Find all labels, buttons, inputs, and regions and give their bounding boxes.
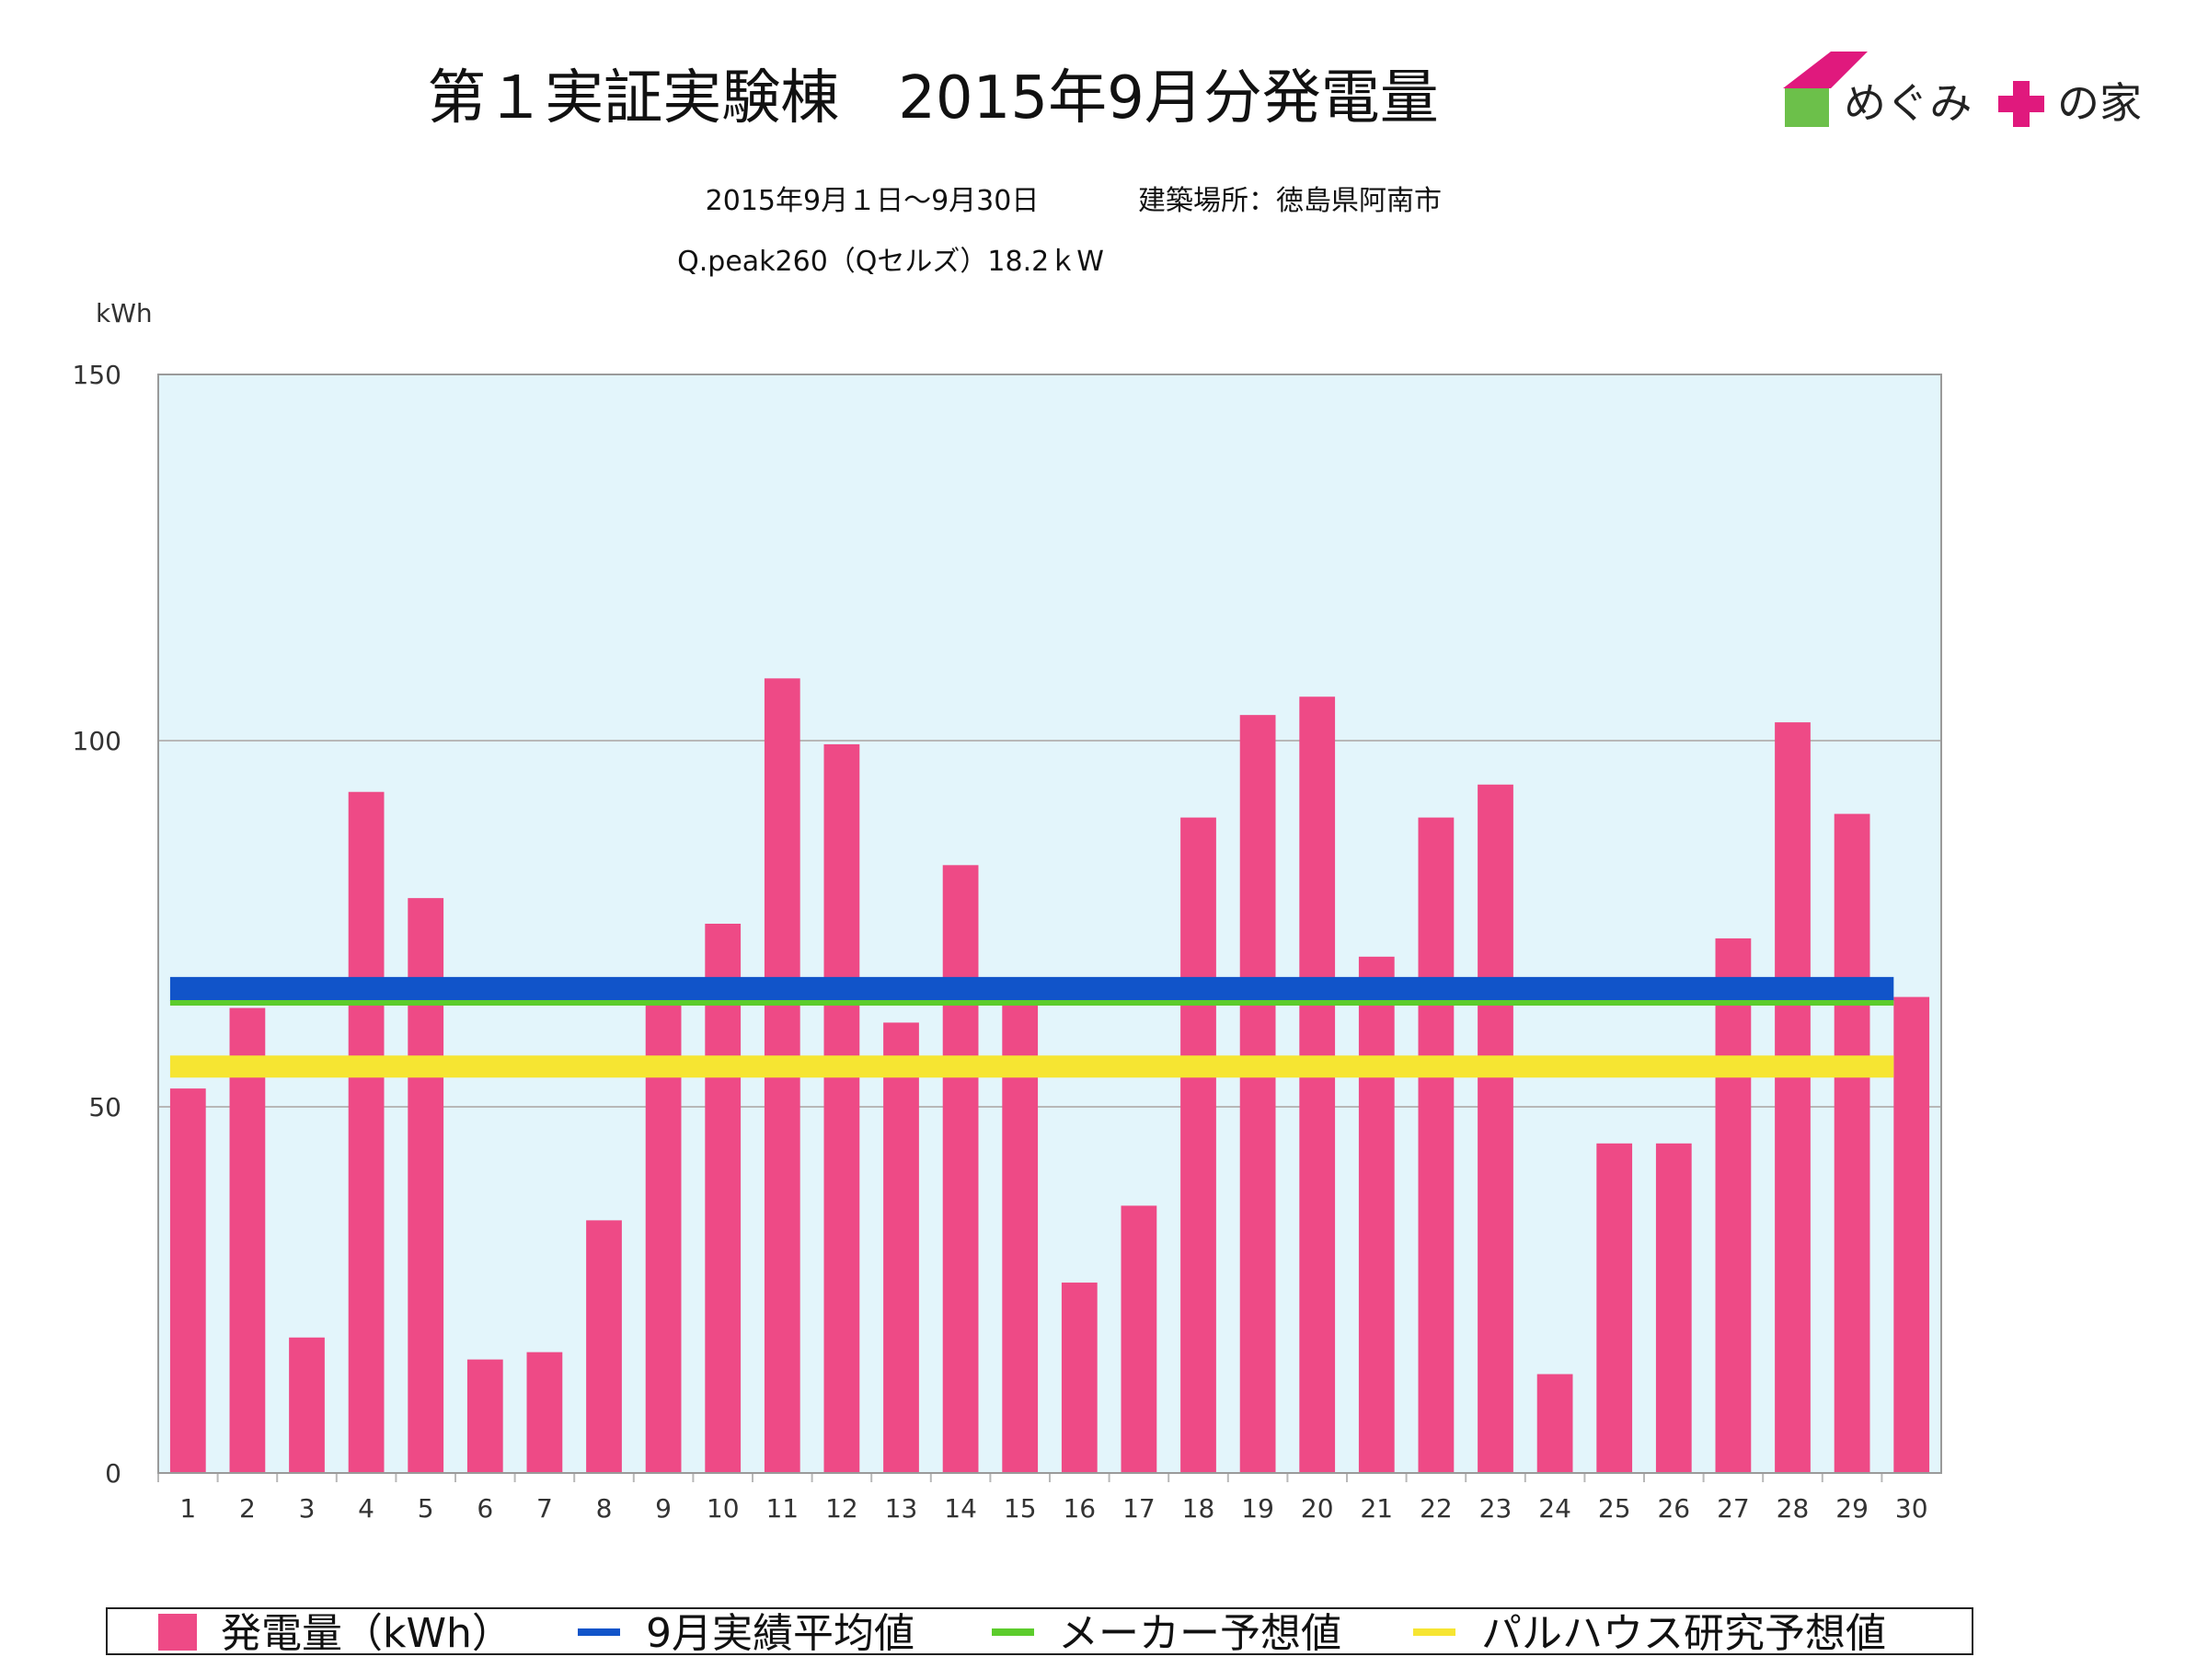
- legend-maker-swatch: [992, 1628, 1034, 1636]
- bar-day-27: [1715, 938, 1752, 1473]
- logo-text-left: めぐみ: [1844, 78, 1972, 128]
- logo-text-right: の家: [2057, 78, 2142, 128]
- legend: 発電量（kWh） 9月実績平均値 メーカー予想値 パルハウス研究予想値: [106, 1607, 1973, 1657]
- bar-day-17: [1121, 1205, 1157, 1473]
- bar-day-15: [1002, 1004, 1039, 1473]
- bar-day-19: [1239, 715, 1276, 1473]
- bar-day-26: [1655, 1143, 1692, 1473]
- legend-box: [106, 1607, 1973, 1655]
- bar-day-30: [1893, 996, 1930, 1473]
- x-tick-label: 24: [1538, 1493, 1571, 1524]
- bar-day-13: [883, 1022, 919, 1473]
- legend-bar-swatch: [158, 1614, 197, 1651]
- bar-day-29: [1834, 813, 1870, 1473]
- bar-day-8: [586, 1220, 622, 1473]
- x-tick-label: 20: [1301, 1493, 1334, 1524]
- bar-day-2: [229, 1007, 266, 1473]
- x-tick-label: 13: [885, 1493, 918, 1524]
- bar-day-20: [1299, 696, 1336, 1473]
- bar-day-3: [289, 1337, 325, 1473]
- x-tick-label: 26: [1657, 1493, 1690, 1524]
- logo: めぐみ の家: [1783, 52, 2142, 128]
- bar-day-18: [1180, 817, 1216, 1473]
- x-tick-label: 23: [1479, 1493, 1513, 1524]
- x-tick-label: 28: [1777, 1493, 1810, 1524]
- bar-day-4: [348, 791, 385, 1473]
- x-tick-label: 30: [1895, 1493, 1928, 1524]
- x-tick-label: 10: [707, 1493, 740, 1524]
- logo-wall-icon: [1785, 88, 1829, 127]
- bar-day-25: [1596, 1143, 1633, 1473]
- y-tick-label: 150: [73, 360, 121, 390]
- x-tick-label: 2: [239, 1493, 256, 1524]
- x-tick-label: 22: [1420, 1493, 1453, 1524]
- x-tick-label: 11: [765, 1493, 799, 1524]
- period-label: 2015年9月１日〜9月30日: [706, 185, 1040, 217]
- bar-day-24: [1536, 1374, 1573, 1473]
- reference-lines: [169, 976, 1894, 1078]
- plot-border: [157, 374, 1942, 1474]
- x-tick-label: 15: [1004, 1493, 1037, 1524]
- x-tick-label: 5: [418, 1493, 434, 1524]
- x-tick-label: 19: [1241, 1493, 1274, 1524]
- legend-research-label: パルハウス研究予想値: [1481, 1610, 1886, 1657]
- legend-avg-swatch: [578, 1628, 620, 1636]
- x-tick-label: 8: [596, 1493, 613, 1524]
- bar-day-23: [1478, 784, 1513, 1473]
- y-axis-label: kWh: [96, 298, 153, 328]
- x-tick-label: 4: [358, 1493, 374, 1524]
- x-tick-label: 12: [825, 1493, 858, 1524]
- logo-cross-icon: [1998, 81, 2044, 127]
- bar-day-12: [823, 743, 860, 1473]
- x-tick-label: 18: [1182, 1493, 1215, 1524]
- x-tick-label: 25: [1598, 1493, 1631, 1524]
- bar-day-22: [1418, 817, 1455, 1473]
- bar-day-28: [1775, 722, 1811, 1473]
- bar-day-10: [705, 924, 742, 1473]
- x-tick-label: 16: [1063, 1493, 1096, 1524]
- chart-title: 第１実証実験棟 2015年9月分発電量: [427, 64, 1439, 132]
- location-label: 建築場所：徳島県阿南市: [1138, 185, 1442, 217]
- x-tick-label: 14: [944, 1493, 977, 1524]
- plot-area: [158, 374, 1941, 1473]
- system-label: Q.peak260（Qセルズ）18.2ｋW: [677, 246, 1104, 278]
- x-tick-label: 1: [179, 1493, 196, 1524]
- bar-day-14: [942, 865, 979, 1473]
- y-tick-label: 50: [88, 1092, 121, 1122]
- x-tick-label: 3: [299, 1493, 316, 1524]
- logo-roof-icon: [1783, 52, 1868, 88]
- legend-bar-label: 発電量（kWh）: [221, 1610, 512, 1657]
- x-tick-label: 27: [1717, 1493, 1750, 1524]
- x-tick-label: 17: [1122, 1493, 1156, 1524]
- y-tick-label: 100: [73, 726, 121, 756]
- bar-day-21: [1358, 956, 1395, 1473]
- legend-maker-label: メーカー予想値: [1058, 1610, 1341, 1657]
- x-tick-label: 21: [1360, 1493, 1393, 1524]
- y-tick-labels: 0 50 100 150: [73, 360, 121, 1489]
- bar-day-16: [1061, 1283, 1098, 1473]
- y-tick-label: 0: [105, 1458, 121, 1489]
- x-tick-label: 29: [1835, 1493, 1869, 1524]
- bar-day-7: [526, 1352, 563, 1473]
- x-tick-label: 7: [536, 1493, 553, 1524]
- x-tick-labels: 1 2 3 4 5 6 7 8 9 10 11 12 13 14 15 16 17 18 19 20 21 22 23 24 2…: [157, 1473, 1928, 1524]
- bar-day-6: [466, 1359, 503, 1473]
- bar-day-1: [169, 1088, 206, 1473]
- legend-research-swatch: [1413, 1628, 1455, 1636]
- legend-avg-label: 9月実績平均値: [646, 1610, 914, 1657]
- x-tick-label: 9: [655, 1493, 672, 1524]
- x-tick-label: 6: [477, 1493, 493, 1524]
